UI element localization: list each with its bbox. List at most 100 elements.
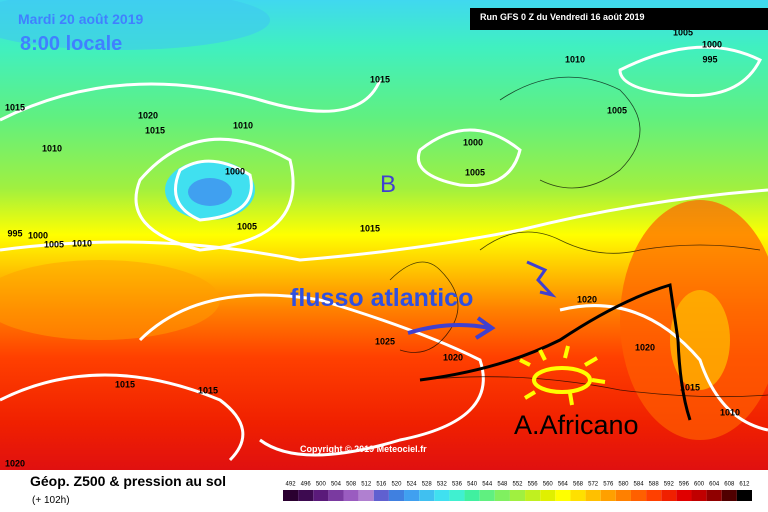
scale-label: 496 [301, 482, 312, 488]
scale-swatch [661, 490, 677, 501]
scale-label: 548 [497, 482, 508, 488]
scale-swatch [283, 490, 299, 501]
isobar-label: 1000 [28, 230, 48, 240]
isobar-label: 1005 [237, 221, 257, 231]
scale-swatch [736, 490, 752, 501]
scale-swatch [570, 490, 586, 501]
isobar-label: 1010 [72, 238, 92, 248]
color-scale: 492 496 500 504 508 512 516 520 524 528 532 536 540 5… [283, 482, 752, 501]
isobar-label: 1010 [42, 143, 62, 153]
footer-title: Géop. Z500 & pression au sol [30, 473, 226, 489]
scale-swatch [721, 490, 737, 501]
scale-label: 568 [573, 482, 584, 488]
scale-label: 612 [739, 482, 750, 488]
scale-swatch [479, 490, 495, 501]
scale-swatch [615, 490, 631, 501]
scale-label: 500 [316, 482, 327, 488]
isobar-label: 1020 [577, 294, 597, 304]
scale-label: 520 [391, 482, 402, 488]
isobar-label: 1015 [198, 385, 218, 395]
scale-label: 528 [422, 482, 433, 488]
copyright: Copyright © 2019 Meteociel.fr [300, 444, 427, 454]
scale-swatch [328, 490, 344, 501]
isobar-label: 1025 [375, 336, 395, 346]
scale-swatch [358, 490, 374, 501]
scale-label: 564 [558, 482, 569, 488]
scale-label: 492 [286, 482, 297, 488]
scale-label: 580 [618, 482, 629, 488]
scale-swatch [691, 490, 707, 501]
scale-swatch [630, 490, 647, 501]
isobar-label: 1010 [233, 120, 253, 130]
scale-label: 600 [694, 482, 705, 488]
isobar-label: 1005 [607, 105, 627, 115]
isobar-label: 1010 [720, 407, 740, 417]
isobar-label: 1015 [680, 382, 700, 392]
scale-label: 544 [482, 482, 493, 488]
scale-swatch [434, 490, 450, 501]
isobar-label: 1005 [465, 167, 485, 177]
isobar-label: 1000 [225, 166, 245, 176]
scale-swatch [449, 490, 465, 501]
isobar-label: 1020 [5, 458, 25, 468]
scale-swatch [298, 490, 314, 501]
scale-swatch [646, 490, 662, 501]
flow-label: flusso atlantico [290, 284, 473, 312]
scale-swatch [676, 490, 692, 501]
scale-label: 536 [452, 482, 463, 488]
isobar-label: 1015 [360, 223, 380, 233]
scale-label: 516 [376, 482, 387, 488]
scale-swatch [313, 490, 329, 501]
scale-swatch [600, 490, 616, 501]
time: 8:00 locale [20, 33, 122, 55]
isobar-label: 1020 [443, 352, 463, 362]
scale-label: 572 [588, 482, 599, 488]
scale-swatch [373, 490, 389, 501]
high-label: A.Africano [514, 410, 639, 440]
isobar-label: 1020 [138, 110, 158, 120]
scale-label: 524 [407, 482, 418, 488]
scale-swatch [555, 490, 571, 501]
scale-label: 576 [603, 482, 614, 488]
scale-label: 584 [634, 482, 645, 488]
scale-swatch [509, 490, 526, 501]
scale-swatch [494, 490, 510, 501]
scale-label: 604 [709, 482, 720, 488]
isobar-label: 1020 [635, 342, 655, 352]
scale-label: 552 [512, 482, 523, 488]
isobar-label: 1000 [463, 137, 483, 147]
scale-swatch [585, 490, 601, 501]
drawings [407, 260, 692, 421]
scale-label: 540 [467, 482, 478, 488]
scale-swatch [706, 490, 722, 501]
isobar-label: 1000 [702, 39, 722, 49]
isobars [0, 45, 768, 462]
footer-lead: (+ 102h) [32, 495, 70, 506]
scale-label: 556 [528, 482, 539, 488]
scale-label: 508 [346, 482, 357, 488]
isobar-label: 995 [702, 54, 717, 64]
scale-label: 592 [664, 482, 675, 488]
isobar-label: 1005 [673, 27, 693, 37]
scale-label: 596 [679, 482, 690, 488]
scale-swatch [404, 490, 420, 501]
low-label: B [380, 171, 396, 198]
isobar-label: 1015 [145, 125, 165, 135]
scale-swatch [388, 490, 405, 501]
isobar-label: 1015 [370, 74, 390, 84]
isobar-label: 1010 [565, 54, 585, 64]
isobar-labels: 1005 1000 995 1010 1015 1015 1020 1015 1010 1005 1… [5, 27, 740, 468]
date: Mardi 20 août 2019 [18, 11, 143, 27]
scale-swatch [464, 490, 480, 501]
scale-label: 532 [437, 482, 448, 488]
scale-label: 560 [543, 482, 554, 488]
scale-swatch [419, 490, 435, 501]
isobar-label: 995 [7, 228, 22, 238]
isobar-label: 1015 [5, 102, 25, 112]
scale-swatch [343, 490, 359, 501]
scale-label: 512 [361, 482, 372, 488]
coastlines [389, 76, 768, 398]
scale-swatch [540, 490, 556, 501]
